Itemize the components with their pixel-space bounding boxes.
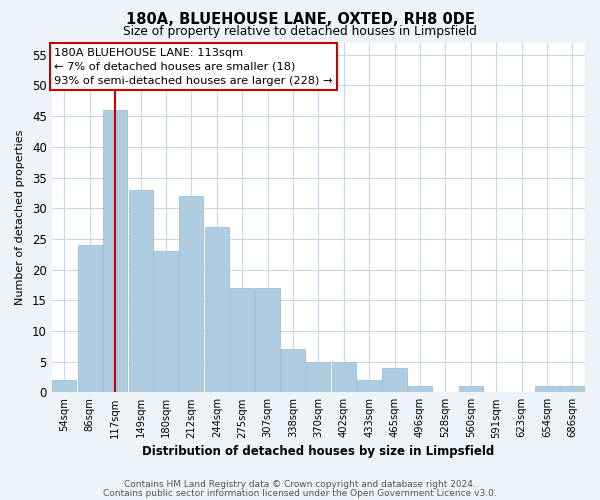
Bar: [408, 386, 432, 392]
Bar: [128, 190, 152, 392]
Bar: [458, 386, 483, 392]
Bar: [332, 362, 356, 392]
Text: 180A, BLUEHOUSE LANE, OXTED, RH8 0DE: 180A, BLUEHOUSE LANE, OXTED, RH8 0DE: [125, 12, 475, 28]
Bar: [52, 380, 76, 392]
Text: Size of property relative to detached houses in Limpsfield: Size of property relative to detached ho…: [123, 25, 477, 38]
Bar: [154, 251, 178, 392]
Text: Contains public sector information licensed under the Open Government Licence v3: Contains public sector information licen…: [103, 488, 497, 498]
Bar: [382, 368, 407, 392]
Bar: [535, 386, 559, 392]
Bar: [560, 386, 584, 392]
Bar: [256, 288, 280, 393]
Y-axis label: Number of detached properties: Number of detached properties: [15, 130, 25, 305]
Bar: [103, 110, 127, 393]
Bar: [78, 245, 102, 392]
Bar: [357, 380, 381, 392]
Bar: [205, 226, 229, 392]
Bar: [230, 288, 254, 393]
Bar: [179, 196, 203, 392]
Text: 180A BLUEHOUSE LANE: 113sqm
← 7% of detached houses are smaller (18)
93% of semi: 180A BLUEHOUSE LANE: 113sqm ← 7% of deta…: [55, 48, 333, 86]
Bar: [306, 362, 331, 392]
X-axis label: Distribution of detached houses by size in Limpsfield: Distribution of detached houses by size …: [142, 444, 494, 458]
Bar: [281, 350, 305, 393]
Text: Contains HM Land Registry data © Crown copyright and database right 2024.: Contains HM Land Registry data © Crown c…: [124, 480, 476, 489]
